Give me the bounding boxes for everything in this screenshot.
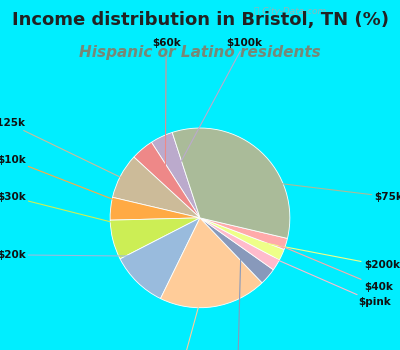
Text: $60k: $60k: [152, 38, 180, 177]
Text: $30k: $30k: [0, 192, 148, 231]
Wedge shape: [200, 218, 284, 260]
Wedge shape: [200, 218, 288, 250]
Wedge shape: [200, 218, 273, 283]
Text: ⓘ City-Data.com: ⓘ City-Data.com: [254, 7, 326, 16]
Wedge shape: [110, 197, 200, 220]
Wedge shape: [172, 128, 290, 238]
Text: $150k: $150k: [219, 253, 255, 350]
Text: $10k: $10k: [0, 155, 146, 212]
Text: $125k: $125k: [0, 118, 152, 192]
Text: Hispanic or Latino residents: Hispanic or Latino residents: [79, 46, 321, 61]
Wedge shape: [160, 218, 262, 308]
Wedge shape: [134, 142, 200, 218]
Text: $40k: $40k: [252, 233, 393, 292]
Text: $200k: $200k: [249, 240, 400, 271]
Wedge shape: [112, 157, 200, 218]
Text: $75k: $75k: [236, 178, 400, 202]
Wedge shape: [110, 218, 200, 259]
Text: $pink: $pink: [246, 246, 391, 307]
Text: $100k: $100k: [177, 38, 262, 169]
Text: $50k: $50k: [159, 271, 208, 350]
Text: Income distribution in Bristol, TN (%): Income distribution in Bristol, TN (%): [12, 10, 388, 28]
Wedge shape: [152, 132, 200, 218]
Wedge shape: [120, 218, 200, 299]
Wedge shape: [200, 218, 279, 270]
Text: $20k: $20k: [0, 250, 162, 260]
